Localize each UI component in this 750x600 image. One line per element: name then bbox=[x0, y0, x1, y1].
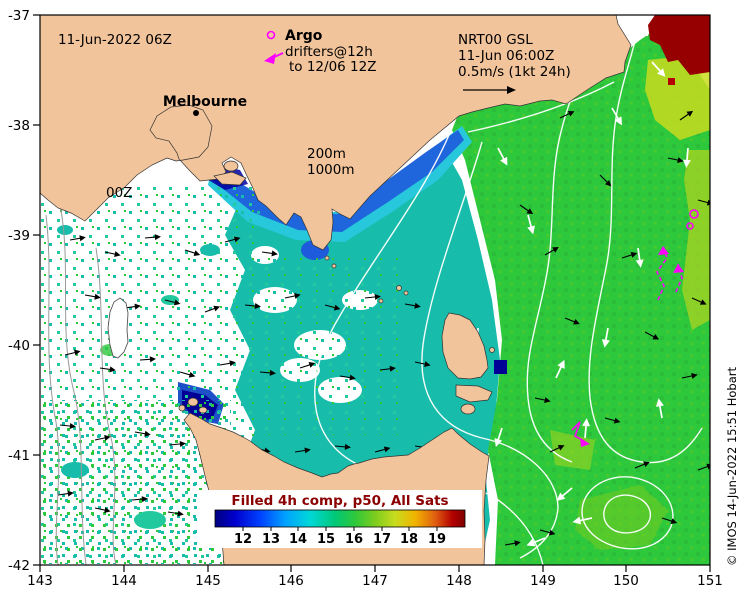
y-tick-label: -42 bbox=[8, 558, 30, 574]
babel-island bbox=[489, 347, 495, 353]
y-tick-label: -38 bbox=[8, 118, 30, 134]
warm-patch-east bbox=[682, 150, 710, 330]
argo-marker-icon bbox=[266, 30, 276, 40]
cape-barren-island bbox=[455, 384, 493, 403]
argo-float-marker bbox=[686, 222, 694, 230]
kent-group bbox=[396, 285, 402, 291]
gsl-legend-line1: NRT00 GSL bbox=[458, 32, 533, 48]
colorbar-tick-label: 16 bbox=[345, 532, 363, 547]
hunter-islands bbox=[198, 406, 208, 414]
x-tick-label: 146 bbox=[278, 573, 304, 589]
argo-legend-line1: drifters@12h bbox=[285, 44, 373, 60]
hunter-islands bbox=[187, 397, 199, 407]
credit-text: © IMOS 14-Jun-2022 15:51 Hobart bbox=[725, 367, 739, 566]
bathy-200m-label: 200m bbox=[307, 146, 346, 162]
king-island bbox=[107, 297, 129, 359]
teal-blob bbox=[200, 244, 220, 256]
bathy-legend: 200m 1000m bbox=[307, 146, 355, 178]
islet bbox=[331, 263, 337, 269]
teal-blob bbox=[57, 225, 73, 235]
city-marker-icon bbox=[193, 110, 199, 116]
cold-patch-flinders bbox=[494, 360, 507, 374]
gsl-legend-line2: 11-Jun 06:00Z bbox=[458, 48, 554, 64]
scale-arrowhead-icon bbox=[507, 86, 516, 94]
hot-speck bbox=[668, 78, 675, 85]
y-axis-labels: -37 -38 -39 -40 -41 -42 bbox=[8, 8, 30, 574]
colorbar-tick-label: 19 bbox=[428, 532, 446, 547]
x-axis-labels: 143 144 145 146 147 148 149 150 151 bbox=[27, 573, 723, 589]
x-axis-ticks bbox=[39, 565, 711, 572]
colorbar-tick-label: 12 bbox=[234, 532, 252, 547]
colorbar: Filled 4h comp, p50, All Sats 12 13 14 1… bbox=[198, 490, 482, 548]
argo-float-marker bbox=[689, 209, 699, 219]
colorbar-title: Filled 4h comp, p50, All Sats bbox=[231, 493, 448, 509]
city-label-melbourne: Melbourne bbox=[163, 94, 247, 116]
melbourne-label: Melbourne bbox=[163, 94, 247, 110]
argo-legend: Argo drifters@12h to 12/06 12Z bbox=[264, 28, 376, 75]
warm-patch-ne bbox=[645, 55, 710, 140]
islet bbox=[324, 255, 330, 261]
gsl-legend-line3: 0.5m/s (1kt 24h) bbox=[458, 64, 571, 80]
datetime-label: 11-Jun-2022 06Z bbox=[58, 32, 172, 48]
colorbar-tick-label: 18 bbox=[400, 532, 418, 547]
patchy-data-speckle bbox=[255, 255, 405, 435]
y-tick-label: -41 bbox=[8, 448, 30, 464]
y-tick-label: -37 bbox=[8, 8, 30, 24]
teal-blob bbox=[61, 462, 89, 478]
partial-time-label: 00Z bbox=[106, 185, 132, 201]
colorbar-gradient bbox=[214, 509, 466, 528]
hunter-islands bbox=[178, 404, 186, 412]
french-island bbox=[223, 160, 239, 172]
x-tick-label: 144 bbox=[111, 573, 137, 589]
hot-patch-corner bbox=[648, 15, 710, 75]
y-axis-ticks bbox=[33, 14, 40, 566]
gsl-contours bbox=[314, 15, 703, 565]
bathymetry-contours bbox=[45, 204, 117, 565]
phillip-island bbox=[213, 171, 247, 186]
clarke-island bbox=[460, 403, 476, 415]
land-victoria bbox=[40, 15, 632, 251]
drifter-arrowhead-icon bbox=[264, 53, 276, 64]
flinders-island bbox=[441, 312, 489, 380]
y-tick-label: -40 bbox=[8, 338, 30, 354]
x-tick-label: 148 bbox=[446, 573, 472, 589]
colorbar-tick-label: 13 bbox=[262, 532, 280, 547]
green-texture bbox=[452, 30, 710, 565]
x-tick-label: 151 bbox=[697, 573, 723, 589]
colorbar-tick-label: 15 bbox=[317, 532, 335, 547]
kent-group bbox=[378, 298, 384, 304]
gsl-legend: NRT00 GSL 11-Jun 06:00Z 0.5m/s (1kt 24h) bbox=[458, 32, 571, 94]
colorbar-tick-label: 17 bbox=[373, 532, 391, 547]
warm-patch-se bbox=[575, 485, 668, 550]
kent-group bbox=[403, 290, 409, 296]
x-tick-label: 150 bbox=[613, 573, 639, 589]
x-tick-label: 149 bbox=[530, 573, 556, 589]
bathy-1000m-label: 1000m bbox=[307, 162, 355, 178]
colorbar-ticks bbox=[242, 527, 438, 531]
drifter-tracks bbox=[571, 209, 699, 447]
colorbar-tick-label: 14 bbox=[289, 532, 307, 547]
no-data-gap bbox=[640, 28, 648, 36]
x-tick-label: 145 bbox=[195, 573, 221, 589]
x-tick-label: 147 bbox=[362, 573, 388, 589]
teal-blob bbox=[134, 511, 166, 529]
y-tick-label: -39 bbox=[8, 228, 30, 244]
argo-legend-line2: to 12/06 12Z bbox=[289, 59, 376, 75]
x-tick-label: 143 bbox=[27, 573, 53, 589]
argo-legend-title: Argo bbox=[285, 28, 323, 44]
